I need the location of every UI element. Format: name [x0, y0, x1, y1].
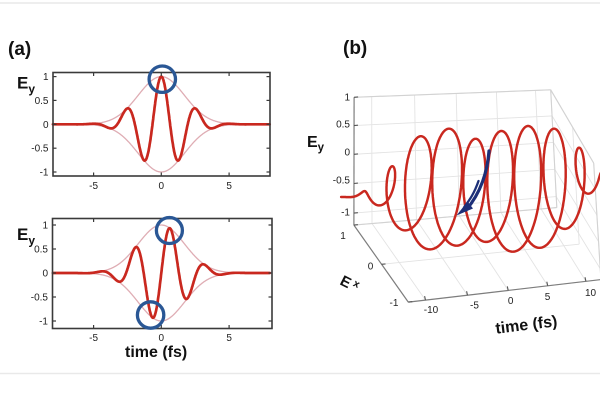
svg-text:x: x	[351, 277, 362, 290]
svg-text:time (fs): time (fs)	[125, 344, 187, 361]
svg-text:0: 0	[368, 262, 374, 273]
svg-text:-5: -5	[89, 181, 98, 192]
svg-text:0.5: 0.5	[336, 120, 350, 131]
svg-text:1: 1	[42, 221, 48, 232]
svg-text:-1: -1	[39, 317, 48, 328]
svg-text:0: 0	[344, 148, 350, 159]
svg-text:1: 1	[43, 72, 49, 83]
svg-text:-0.5: -0.5	[333, 176, 351, 187]
svg-text:1: 1	[340, 231, 346, 242]
svg-text:1: 1	[344, 93, 350, 104]
svg-text:-1: -1	[341, 208, 350, 219]
svg-text:(a): (a)	[8, 39, 31, 60]
svg-text:-5: -5	[470, 301, 479, 312]
svg-text:5: 5	[226, 181, 232, 192]
svg-text:0.5: 0.5	[34, 245, 48, 256]
svg-text:5: 5	[545, 292, 551, 303]
svg-text:(b): (b)	[343, 38, 367, 59]
svg-text:0: 0	[42, 269, 48, 280]
svg-text:-0.5: -0.5	[31, 144, 49, 155]
svg-text:0: 0	[43, 120, 49, 131]
svg-text:0.5: 0.5	[35, 96, 49, 107]
svg-text:0: 0	[159, 181, 165, 192]
svg-text:-10: -10	[424, 305, 439, 316]
svg-text:0: 0	[159, 333, 165, 344]
svg-text:-1: -1	[40, 168, 49, 179]
svg-text:-1: -1	[390, 298, 399, 309]
svg-text:-5: -5	[89, 333, 98, 344]
svg-text:0: 0	[508, 296, 514, 307]
svg-text:10: 10	[585, 288, 597, 299]
svg-text:-0.5: -0.5	[31, 293, 49, 304]
svg-text:5: 5	[226, 333, 232, 344]
